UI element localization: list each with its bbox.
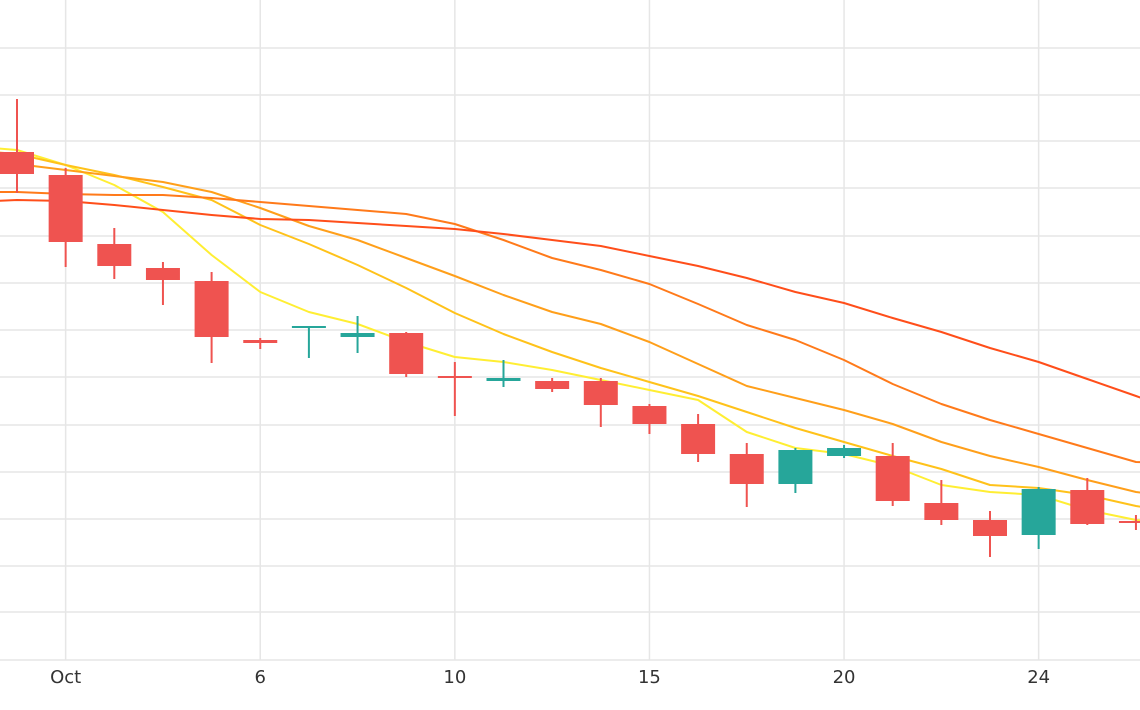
candle-up bbox=[291, 326, 326, 358]
candle-up bbox=[778, 448, 813, 493]
candle-body bbox=[291, 326, 326, 328]
candles bbox=[0, 99, 1140, 557]
candle-down bbox=[583, 378, 618, 427]
moving-average-line bbox=[0, 199, 1140, 399]
x-tick-label: 20 bbox=[833, 667, 856, 688]
moving-average-lines bbox=[0, 147, 1140, 522]
candle-down bbox=[535, 378, 570, 392]
candle-body bbox=[0, 152, 34, 174]
candle-down bbox=[875, 443, 910, 506]
candle-body bbox=[437, 376, 472, 378]
moving-average-line bbox=[0, 147, 1140, 522]
candle-down bbox=[0, 99, 34, 193]
candle-down bbox=[48, 168, 83, 267]
candle-down bbox=[1118, 515, 1140, 530]
candle-body bbox=[778, 450, 813, 484]
candle-body bbox=[973, 520, 1007, 536]
candle-body bbox=[1070, 490, 1105, 524]
candle-body bbox=[632, 406, 667, 424]
candle-down bbox=[681, 414, 716, 462]
candle-body bbox=[583, 381, 618, 405]
x-axis-tick-labels: Oct 6 10 15 20 24 bbox=[50, 667, 1050, 688]
moving-average-line bbox=[0, 151, 1140, 508]
vertical-gridlines bbox=[64, 0, 1040, 660]
candle-body bbox=[827, 448, 862, 456]
candle-body bbox=[681, 424, 716, 454]
candle-body bbox=[875, 456, 910, 501]
candle-body bbox=[145, 268, 180, 280]
x-tick-label: 15 bbox=[638, 667, 661, 688]
x-tick-label: 6 bbox=[255, 667, 266, 688]
candle-body bbox=[389, 333, 424, 374]
candle-down bbox=[145, 262, 180, 305]
candle-body bbox=[1118, 521, 1140, 523]
candle-down bbox=[973, 511, 1007, 557]
candle-down bbox=[194, 272, 229, 363]
candle-body bbox=[486, 378, 521, 381]
horizontal-gridlines bbox=[0, 47, 1140, 661]
moving-average-line bbox=[0, 162, 1140, 494]
candle-down bbox=[437, 362, 472, 416]
candle-body bbox=[729, 454, 764, 484]
candle-down bbox=[729, 443, 764, 507]
candle-body bbox=[243, 340, 278, 343]
candle-up bbox=[340, 316, 375, 353]
candle-down bbox=[924, 480, 959, 525]
x-tick-label: 24 bbox=[1027, 667, 1050, 688]
candle-body bbox=[1021, 489, 1056, 535]
candle-body bbox=[535, 381, 570, 389]
x-tick-label: Oct bbox=[50, 667, 81, 688]
candle-body bbox=[48, 175, 83, 242]
candle-down bbox=[632, 404, 667, 434]
candle-up bbox=[827, 445, 862, 458]
moving-average-line bbox=[0, 191, 1140, 464]
candle-down bbox=[97, 228, 132, 279]
candle-body bbox=[194, 281, 229, 337]
candle-down bbox=[389, 332, 424, 377]
candle-down bbox=[243, 338, 278, 349]
candle-down bbox=[1070, 478, 1105, 525]
candle-up bbox=[1021, 487, 1056, 549]
x-tick-label: 10 bbox=[443, 667, 466, 688]
candle-body bbox=[340, 333, 375, 337]
candle-up bbox=[486, 360, 521, 387]
candle-body bbox=[97, 244, 132, 266]
candle-body bbox=[924, 503, 959, 520]
